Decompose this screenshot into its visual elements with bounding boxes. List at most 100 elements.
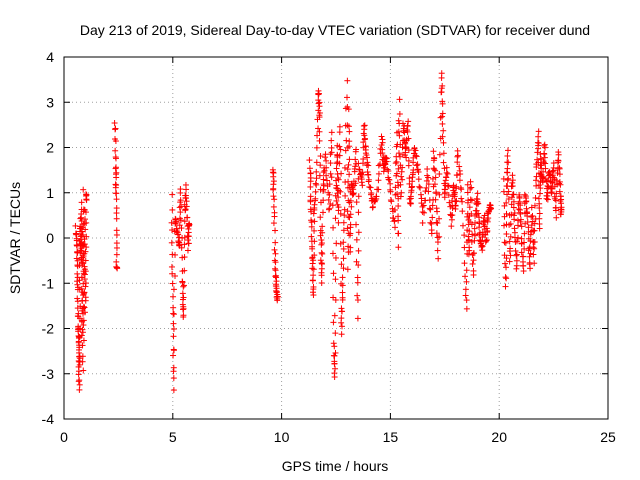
data-point-marker — [436, 215, 443, 222]
data-point-marker — [310, 272, 317, 279]
data-point-marker — [80, 260, 87, 267]
data-point-marker — [472, 219, 479, 226]
data-point-marker — [406, 175, 413, 182]
data-point-marker — [429, 202, 436, 209]
data-point-marker — [553, 190, 560, 197]
data-point-marker — [556, 171, 563, 178]
data-point-marker — [80, 221, 87, 228]
data-point-marker — [319, 209, 326, 216]
data-point-marker — [534, 149, 541, 156]
data-point-marker — [83, 191, 90, 198]
data-point-marker — [79, 358, 86, 365]
data-point-marker — [375, 170, 382, 177]
data-point-marker — [542, 144, 549, 151]
data-point-marker — [81, 289, 88, 296]
data-point-marker — [272, 267, 279, 274]
data-point-marker — [81, 271, 88, 278]
data-point-marker — [434, 208, 441, 215]
data-point-marker — [76, 377, 83, 384]
data-point-marker — [544, 196, 551, 203]
data-point-marker — [113, 174, 120, 181]
data-point-marker — [177, 197, 184, 204]
data-point-marker — [396, 96, 403, 103]
data-point-marker — [170, 311, 177, 318]
data-point-marker — [419, 219, 426, 226]
data-point-marker — [532, 177, 539, 184]
data-point-marker — [458, 186, 465, 193]
data-point-marker — [331, 343, 338, 350]
data-point-marker — [328, 149, 335, 156]
data-point-marker — [545, 177, 552, 184]
grid-lines — [64, 57, 608, 419]
data-point-marker — [320, 197, 327, 204]
data-point-marker — [170, 368, 177, 375]
data-point-marker — [366, 183, 373, 190]
data-point-marker — [504, 176, 511, 183]
data-point-marker — [510, 204, 517, 211]
data-point-marker — [462, 273, 469, 280]
data-point-marker — [469, 260, 476, 267]
data-point-marker — [310, 210, 317, 217]
data-point-marker — [345, 106, 352, 113]
data-point-marker — [179, 306, 186, 313]
data-point-marker — [181, 218, 188, 225]
data-point-marker — [311, 238, 318, 245]
data-point-marker — [453, 183, 460, 190]
data-point-marker — [450, 182, 457, 189]
data-point-marker — [112, 165, 119, 172]
data-point-marker — [507, 233, 514, 240]
data-point-marker — [375, 177, 382, 184]
data-point-marker — [448, 223, 455, 230]
data-point-marker — [395, 244, 402, 251]
data-point-marker — [332, 215, 339, 222]
data-point-marker — [272, 250, 279, 257]
data-point-marker — [502, 274, 509, 281]
data-point-marker — [340, 255, 347, 262]
data-point-marker — [78, 285, 85, 292]
data-point-marker — [113, 196, 120, 203]
data-point-marker — [467, 185, 474, 192]
data-point-marker — [324, 177, 331, 184]
data-point-marker — [457, 171, 464, 178]
data-point-marker — [335, 204, 342, 211]
data-point-marker — [75, 368, 82, 375]
data-point-marker — [442, 186, 449, 193]
data-point-marker — [404, 122, 411, 129]
data-point-marker — [328, 129, 335, 136]
data-point-marker — [113, 190, 120, 197]
data-point-marker — [356, 166, 363, 173]
data-point-marker — [395, 213, 402, 220]
data-point-marker — [377, 161, 384, 168]
data-point-marker — [353, 221, 360, 228]
y-tick-label: 2 — [46, 140, 54, 156]
data-point-marker — [444, 182, 451, 189]
data-point-marker — [427, 206, 434, 213]
data-point-marker — [338, 261, 345, 268]
data-point-marker — [339, 289, 346, 296]
data-point-marker — [462, 286, 469, 293]
data-point-marker — [483, 225, 490, 232]
data-point-marker — [311, 201, 318, 208]
data-point-marker — [426, 205, 433, 212]
chart-title: Day 213 of 2019, Sidereal Day-to-day VTE… — [80, 22, 590, 38]
data-point-marker — [501, 239, 508, 246]
data-point-marker — [346, 138, 353, 145]
data-point-marker — [399, 176, 406, 183]
data-point-marker — [454, 159, 461, 166]
data-point-marker — [313, 181, 320, 188]
data-point-marker — [434, 247, 441, 254]
data-point-marker — [369, 203, 376, 210]
data-point-marker — [80, 303, 87, 310]
data-point-marker — [180, 283, 187, 290]
data-point-marker — [331, 360, 338, 367]
data-point-marker — [317, 153, 324, 160]
data-point-marker — [270, 203, 277, 210]
data-point-marker — [513, 252, 520, 259]
data-point-marker — [513, 265, 520, 272]
data-point-marker — [415, 176, 422, 183]
data-point-marker — [178, 244, 185, 251]
data-point-marker — [332, 365, 339, 372]
data-point-marker — [310, 292, 317, 299]
data-point-marker — [433, 219, 440, 226]
data-point-marker — [112, 155, 119, 162]
